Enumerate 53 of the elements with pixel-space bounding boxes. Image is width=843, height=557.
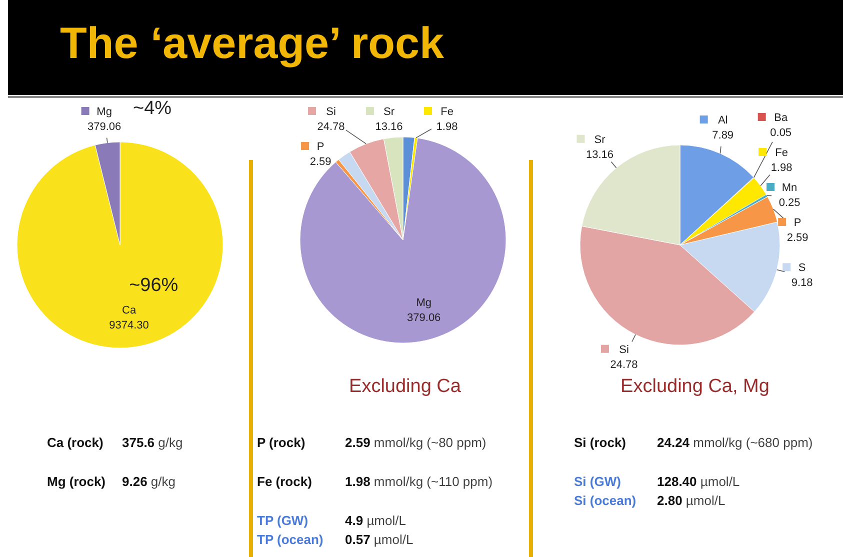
legend-label: Mg	[96, 106, 112, 118]
text: ~96%	[129, 275, 178, 296]
legend-label: Fe	[440, 106, 454, 118]
text: Excluding Ca	[349, 376, 462, 397]
legend-label: Fe	[775, 147, 788, 159]
data-label: 379.06	[87, 121, 122, 133]
legend-label: Ba	[774, 112, 788, 124]
legend-label: P	[316, 141, 324, 153]
data-label: 1.98	[770, 162, 792, 174]
data-label: 0.05	[770, 127, 792, 139]
legend-label: S	[798, 262, 806, 274]
data-label: 24.78	[317, 121, 345, 133]
category-label: Ca (rock)	[47, 435, 104, 450]
data-label: 9374.30	[109, 320, 149, 332]
legend-label: Sr	[594, 134, 606, 146]
text: 24.24 mmol/kg (~680 ppm)	[657, 435, 813, 450]
category-label: Si (ocean)	[574, 493, 636, 508]
data-label: 13.16	[375, 121, 403, 133]
text: 0.57 µmol/L	[345, 532, 414, 547]
category-label: Si (rock)	[574, 435, 626, 450]
text: 9.26 g/kg	[122, 474, 176, 489]
data-label: 24.78	[610, 358, 638, 371]
data-label: 379.06	[407, 312, 441, 324]
legend-label: Si	[326, 106, 336, 118]
chart-title: The ‘average’ rock	[60, 19, 445, 68]
text: 2.80 µmol/L	[657, 493, 726, 508]
text: 375.6 g/kg	[122, 435, 183, 450]
slice-label: Mg	[416, 297, 432, 310]
category-label: TP (GW)	[257, 513, 308, 528]
data-label: 9.18	[791, 277, 813, 290]
text: 2.59 mmol/kg (~80 ppm)	[345, 435, 486, 450]
legend-label: Mn	[782, 182, 798, 194]
data-label: 13.16	[586, 148, 614, 161]
text: 4.9 µmol/L	[345, 513, 406, 528]
text: 128.40 µmol/L	[657, 474, 740, 489]
legend-label: P	[794, 217, 802, 229]
data-label: 0.25	[778, 197, 800, 209]
data-label: 7.89	[712, 129, 734, 142]
legend-label: Si	[619, 344, 629, 356]
legend-label: Al	[718, 114, 728, 126]
text: 1.98 mmol/kg (~110 ppm)	[345, 474, 493, 489]
data-label: 2.59	[310, 156, 332, 168]
category-label: Fe (rock)	[257, 474, 312, 489]
text: ~4%	[133, 98, 172, 119]
slice-label: Ca	[122, 304, 137, 317]
category-label: TP (ocean)	[257, 532, 324, 547]
category-label: P (rock)	[257, 435, 306, 450]
legend-label: Sr	[384, 106, 395, 118]
category-label: Si (GW)	[574, 474, 621, 489]
data-label: 1.98	[436, 121, 458, 133]
text: Excluding Ca, Mg	[620, 376, 770, 397]
category-label: Mg (rock)	[47, 474, 106, 489]
data-label: 2.59	[786, 232, 808, 244]
